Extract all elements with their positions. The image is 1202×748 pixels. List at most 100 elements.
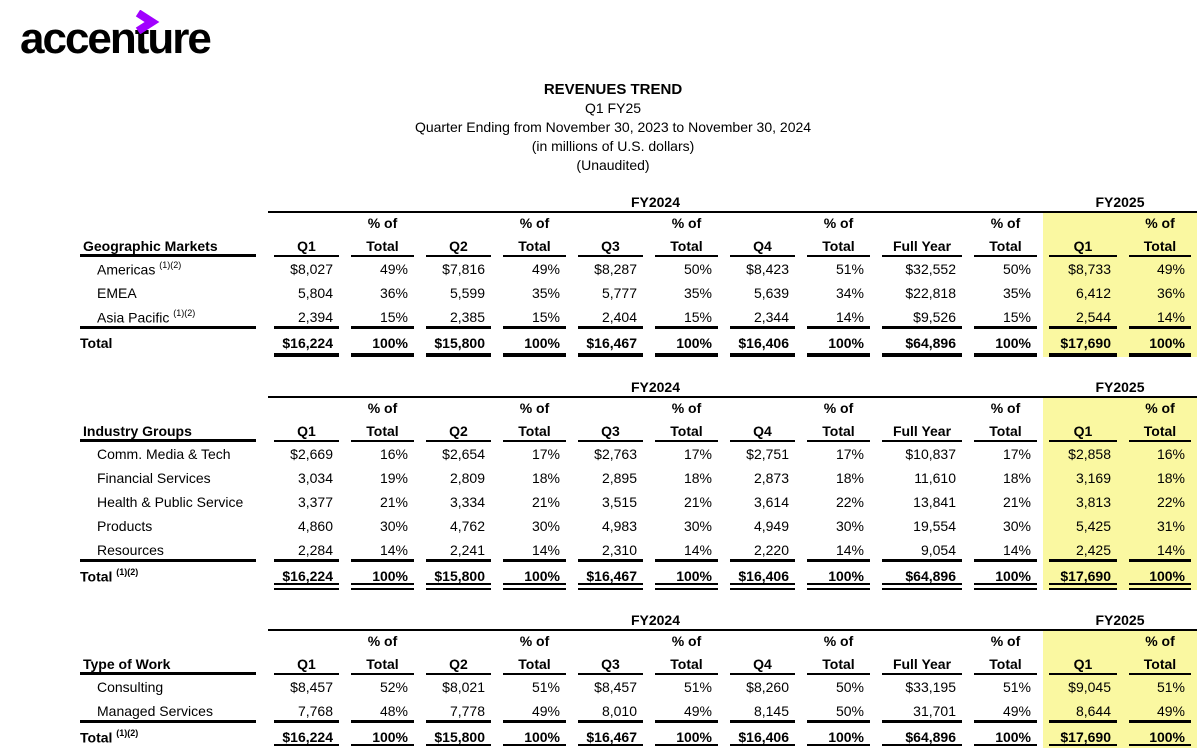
spacer-cell [1043,398,1123,416]
total-value-cell: $16,467 [572,562,649,590]
pct-of-header: % of [1123,631,1197,649]
value-cell: $8,260 [746,679,789,695]
value-cell: 3,334 [449,494,485,510]
pct-of-header: % of [367,400,398,416]
pct-of-header: % of [519,400,550,416]
spacer-cell [724,213,801,231]
quarter-header: Q2 [420,231,497,257]
industry-groups-row: Comm. Media & Tech $2,669 16% $2,654 17% $2,7… [80,442,1197,466]
report-unaudited: (Unaudited) [576,157,650,173]
spacer-cell [572,631,649,649]
spacer-cell [1043,631,1123,649]
row-label: Resources [80,538,268,562]
value-cell: 30% [835,518,864,534]
fy2025-group-header: FY2025 [1043,189,1197,213]
value-cell: $8,021 [442,679,485,695]
total-value-cell: 100% [649,329,724,357]
row-label: Americas (1)(2) [97,259,182,278]
spacer-cell [572,213,649,231]
quarter-header: Q2 [420,416,497,442]
total-value-cell: 100% [649,723,724,748]
type-of-work-column-header-row: Type of Work Q1 Total Q2 Total Q3 Total Q4 Total… [80,649,1197,675]
industry-groups-row: Financial Services 3,034 19% 2,809 18% 2,895 1… [80,466,1197,490]
value-cell: 18% [683,470,712,486]
quarter-header: Q3 [572,231,649,257]
row-label: Products [97,518,153,534]
spacer-cell [80,607,268,631]
value-cell: 49% [649,699,724,723]
industry-groups-pct-header-row: % of % of % of % of % of % of [80,398,1197,416]
pct-total-header: Total [497,231,572,257]
total-value-cell: 100% [345,562,420,590]
value-cell: 18% [1002,470,1031,486]
value-cell: 18% [835,470,864,486]
value-cell: 8,145 [724,699,801,723]
pct-total-header: Total [968,416,1043,442]
industry-groups-group-header-row: FY2024 FY2025 [80,374,1197,398]
value-cell: 4,949 [753,518,789,534]
pct-of-header: % of [823,633,854,649]
total-value-cell: $16,224 [268,723,345,748]
value-cell: 17% [531,446,560,462]
value-cell: 5,425 [1043,514,1123,538]
value-cell: 14% [649,538,724,562]
value-cell: 14% [801,538,876,562]
row-label: Financial Services [97,470,211,486]
total-value-cell: 100% [1123,329,1197,357]
total-value-cell: 100% [345,329,420,357]
quarter-header: Full Year [876,649,968,675]
value-cell: 31,701 [876,699,968,723]
quarter-header: Q1 [1043,231,1123,257]
type-of-work-group-header-row: FY2024 FY2025 [80,607,1197,631]
value-cell: $2,763 [594,446,637,462]
geographic-markets-pct-header-row: % of % of % of % of % of % of [80,213,1197,231]
spacer-cell [876,631,968,649]
total-value-cell: 100% [497,562,572,590]
pct-of-header: % of [519,215,550,231]
value-cell: 31% [1123,514,1197,538]
quarter-header: Full Year [876,416,968,442]
total-value-cell: 100% [968,329,1043,357]
report-range: Quarter Ending from November 30, 2023 to… [414,119,812,135]
value-cell: $32,552 [905,261,956,277]
value-cell: $2,751 [746,446,789,462]
pct-total-header: Total [345,649,420,675]
total-value-cell: $16,467 [572,723,649,748]
value-cell: $8,287 [594,261,637,277]
value-cell: 15% [497,305,572,329]
value-cell: 2,873 [753,470,789,486]
value-cell: 19,554 [913,518,956,534]
value-cell: 5,777 [601,285,637,301]
pct-of-header: % of [671,633,702,649]
quarter-header: Q4 [724,416,801,442]
industry-groups-title: Industry Groups [80,416,268,442]
quarter-header: Q3 [572,416,649,442]
value-cell: 2,344 [724,305,801,329]
value-cell: 18% [531,470,560,486]
spacer-cell [724,398,801,416]
total-value-cell: 100% [1123,723,1197,748]
footnote-marker: (1)(2) [173,307,196,318]
quarter-header: Q1 [268,416,345,442]
value-cell: 5,804 [297,285,333,301]
value-cell: $2,669 [290,446,333,462]
value-cell: 51% [531,679,560,695]
value-cell: 9,054 [876,538,968,562]
value-cell: 2,895 [601,470,637,486]
total-value-cell: 100% [345,723,420,748]
value-cell: 15% [649,305,724,329]
spacer-cell [420,398,497,416]
quarter-header: Q1 [268,231,345,257]
fy2024-group-header: FY2024 [268,189,1043,213]
value-cell: 14% [801,305,876,329]
total-value-cell: $17,690 [1043,562,1123,590]
value-cell: $8,423 [746,261,789,277]
value-cell: 17% [835,446,864,462]
value-cell: 3,034 [297,470,333,486]
total-value-cell: 100% [968,562,1043,590]
pct-of-header: % of [990,215,1021,231]
spacer-cell [80,213,268,231]
pct-total-header: Total [968,231,1043,257]
total-label: Total [80,335,113,351]
pct-total-header: Total [649,416,724,442]
